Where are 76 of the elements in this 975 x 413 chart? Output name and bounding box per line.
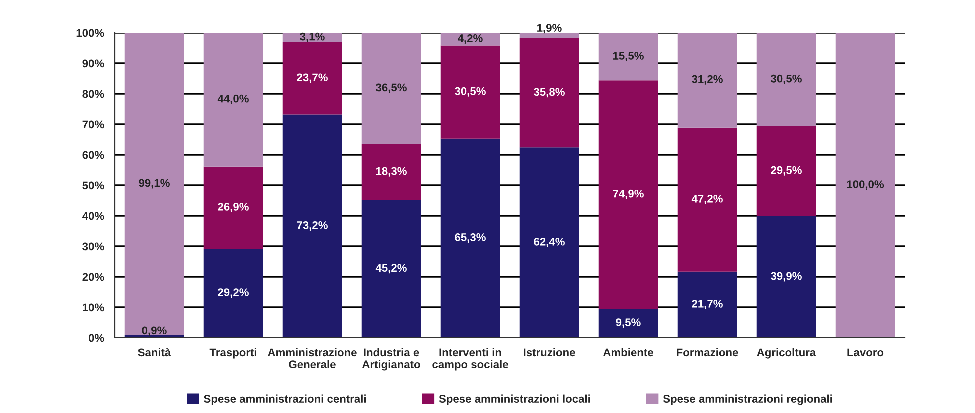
bar <box>520 148 580 338</box>
x-tick-label: Interventi in campo sociale <box>432 348 508 371</box>
y-tick-label: 20% <box>82 273 104 282</box>
bar <box>204 248 264 338</box>
data-label: 74,9% <box>613 190 644 200</box>
y-tick-label: 100% <box>76 29 104 38</box>
legend-label: Spese amministrazioni locali <box>439 394 590 406</box>
x-tick-label: Trasporti <box>210 348 256 359</box>
data-label: 26,9% <box>218 203 249 213</box>
data-label: 31,2% <box>692 75 723 85</box>
bar <box>440 33 500 46</box>
data-label: 23,7% <box>297 74 328 84</box>
y-tick-label: 90% <box>82 60 104 68</box>
data-label: 47,2% <box>692 194 723 204</box>
bar <box>598 80 658 310</box>
bar <box>282 114 342 338</box>
y-tick-label: 60% <box>82 151 104 160</box>
data-label: 100,0% <box>847 180 884 190</box>
bar <box>598 309 658 338</box>
data-label: 35,8% <box>534 88 565 98</box>
bar <box>756 216 816 338</box>
data-label: 18,3% <box>376 167 407 177</box>
bar <box>124 33 184 336</box>
bar <box>362 144 422 200</box>
data-label: 45,2% <box>376 264 407 274</box>
bar <box>520 33 580 38</box>
data-label: 29,5% <box>771 166 802 176</box>
bar <box>440 138 500 338</box>
x-tick-label: Agricoltura <box>757 348 816 359</box>
y-tick-label: 70% <box>82 120 104 129</box>
data-label: 4,2% <box>458 34 483 44</box>
data-label: 36,5% <box>376 84 407 94</box>
bar <box>362 33 422 144</box>
data-label: 99,1% <box>139 179 170 189</box>
x-tick-label: Istruzione <box>524 348 576 357</box>
y-tick-label: 10% <box>83 304 104 312</box>
bar <box>598 33 658 81</box>
bar <box>678 33 738 128</box>
data-label: 1,9% <box>538 24 562 34</box>
x-tick-label: Sanità <box>138 348 172 357</box>
legend-label: Spese amministrazioni regionali <box>663 394 832 406</box>
y-tick-label: 50% <box>82 182 104 190</box>
y-tick-label: 80% <box>82 90 104 98</box>
y-tick-label: 30% <box>82 242 104 251</box>
x-tick-label: Formazione <box>677 348 738 357</box>
x-tick-label: Amministrazione Generale <box>268 348 357 369</box>
bar <box>440 46 500 139</box>
y-tick-label: 40% <box>82 212 104 220</box>
data-label: 62,4% <box>534 238 565 248</box>
bar <box>756 33 816 126</box>
data-label: 44,0% <box>218 94 249 104</box>
data-label: 30,5% <box>455 87 486 97</box>
data-label: 65,3% <box>455 234 486 244</box>
data-label: 30,5% <box>771 74 802 84</box>
bar <box>362 200 422 338</box>
data-label: 29,2% <box>218 288 249 298</box>
bar <box>520 38 580 148</box>
bar <box>756 126 816 216</box>
bar <box>204 166 264 249</box>
legend-label: Spese amministrazioni centrali <box>204 394 366 406</box>
x-tick-label: Lavoro <box>848 348 884 357</box>
x-tick-label: Industria e Artigianato <box>362 348 420 371</box>
data-label: 9,5% <box>616 318 641 328</box>
bar <box>836 33 896 338</box>
data-label: 73,2% <box>297 221 328 231</box>
y-tick-label: 0% <box>88 334 104 342</box>
data-label: 21,7% <box>692 300 723 310</box>
data-label: 3,1% <box>300 32 325 42</box>
bar <box>204 33 264 167</box>
data-label: 0,9% <box>142 326 167 336</box>
bar <box>678 128 738 272</box>
x-tick-label: Ambiente <box>603 348 654 357</box>
data-label: 15,5% <box>613 52 644 62</box>
data-label: 39,9% <box>771 272 802 282</box>
bar <box>678 272 738 338</box>
bar <box>282 42 342 115</box>
